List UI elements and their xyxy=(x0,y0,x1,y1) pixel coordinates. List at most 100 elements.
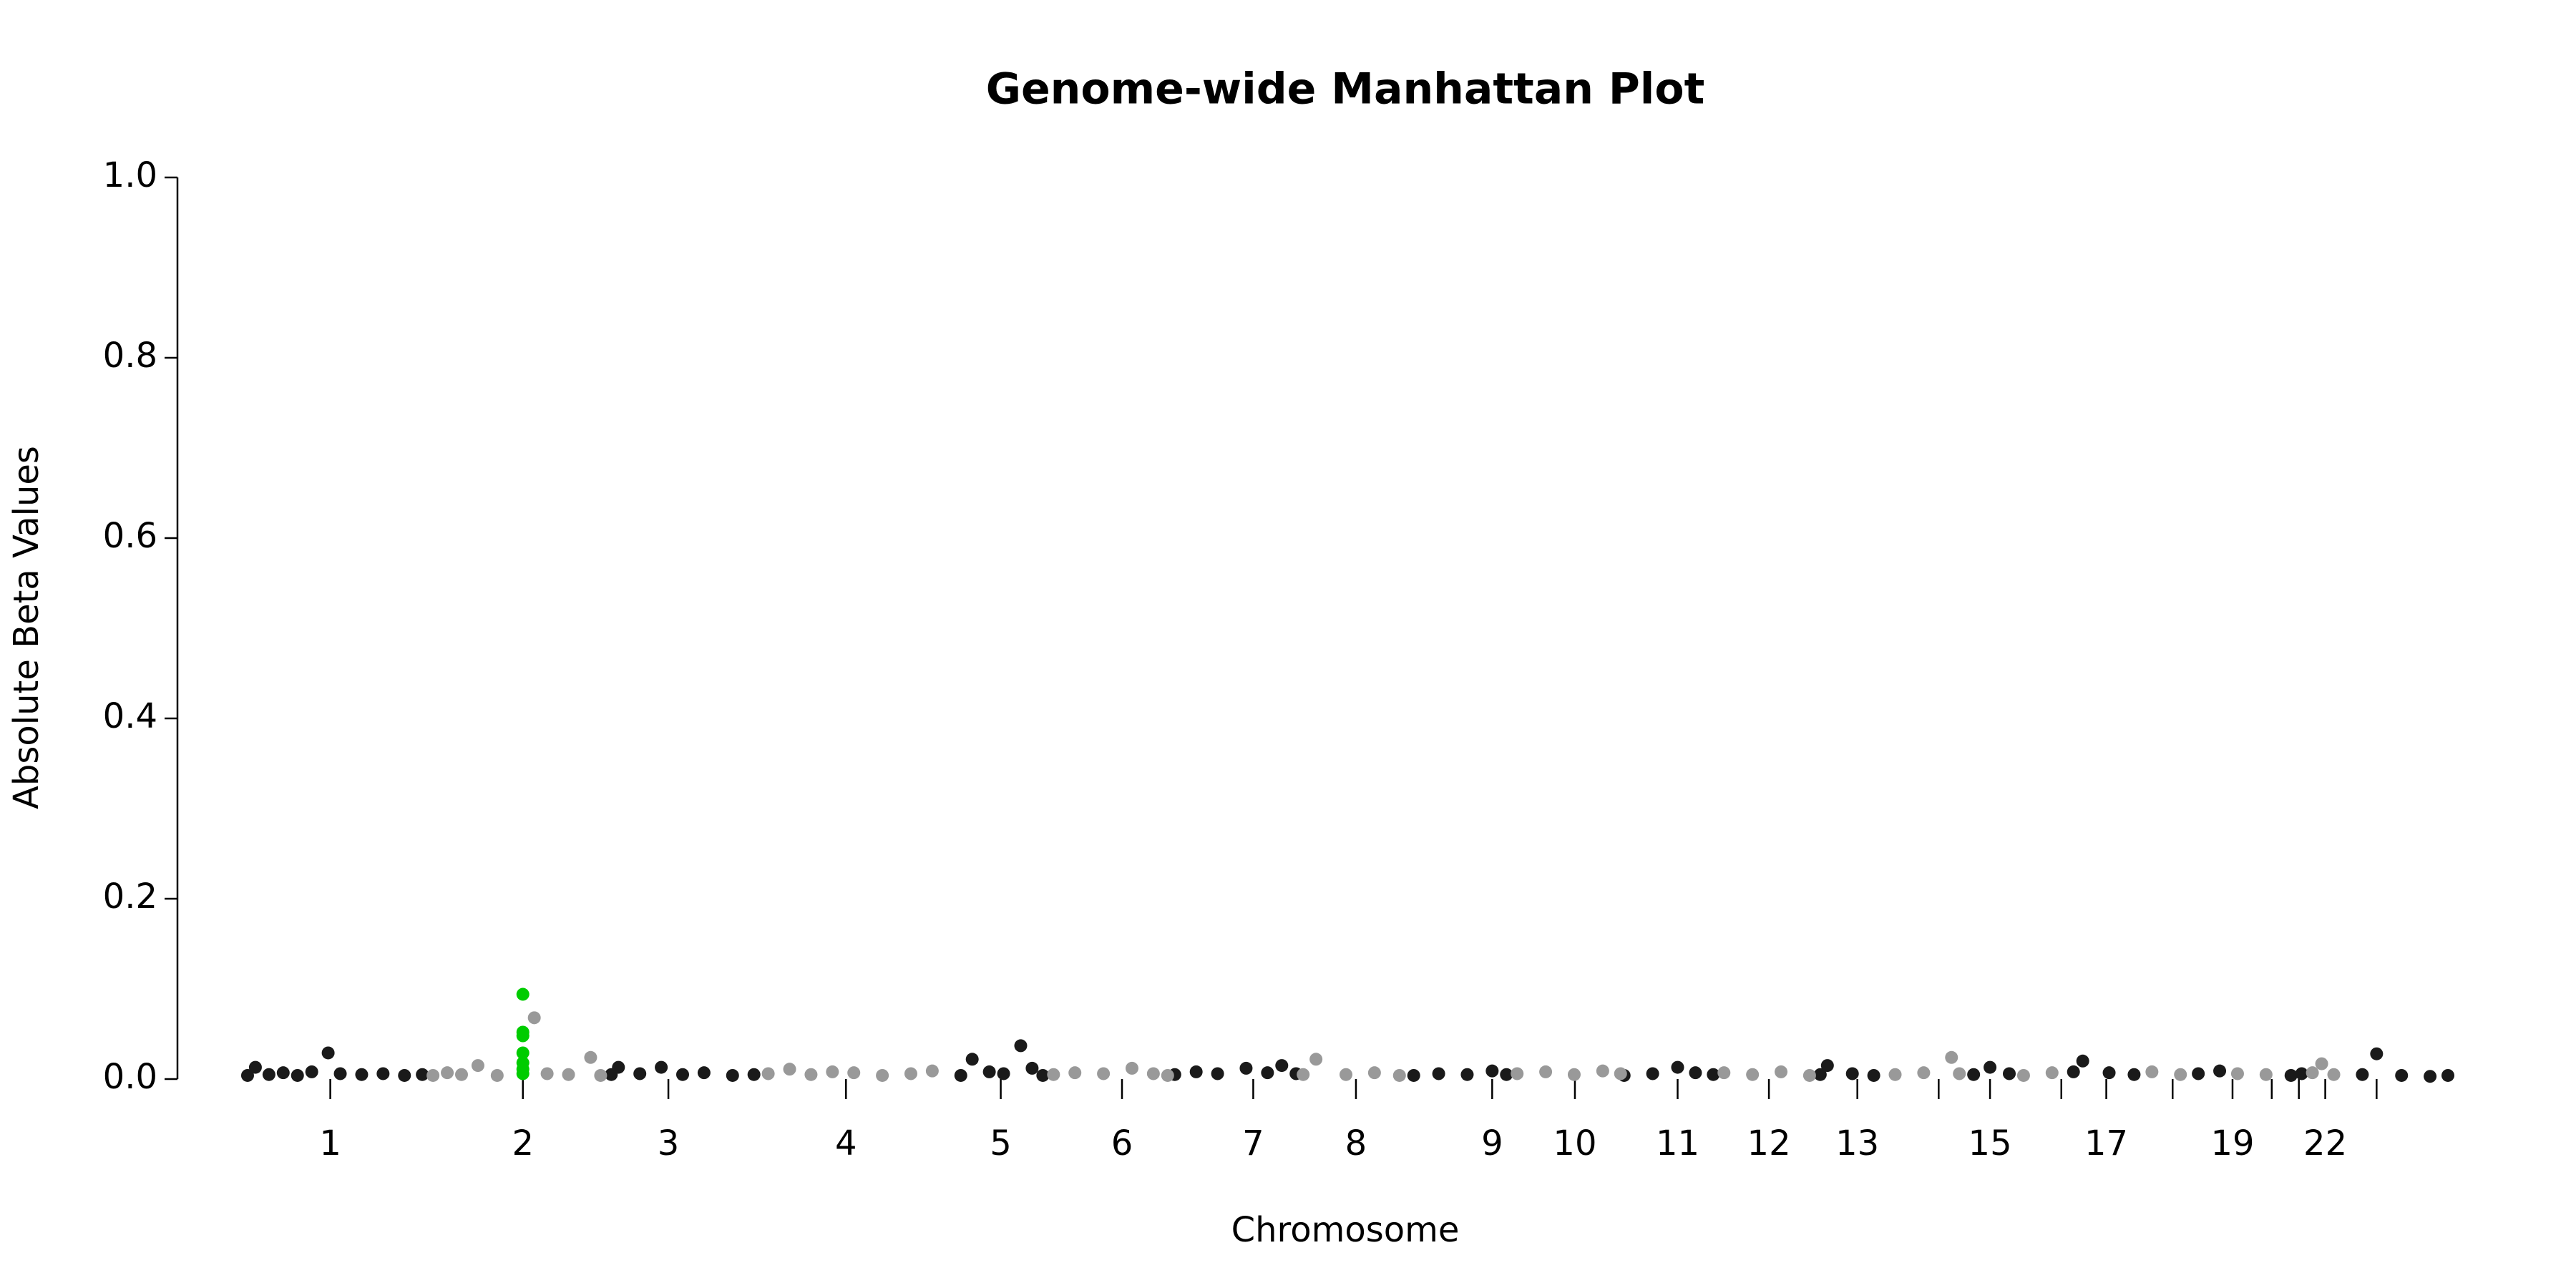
point xyxy=(426,1068,440,1082)
x-tick-label: 5 xyxy=(990,1123,1012,1163)
x-tick-label: 9 xyxy=(1481,1123,1503,1163)
point xyxy=(398,1068,411,1082)
point xyxy=(527,1011,541,1025)
point xyxy=(2315,1057,2328,1070)
point xyxy=(276,1066,290,1080)
y-tick-label: 0.0 xyxy=(103,1057,157,1097)
x-tick-label: 8 xyxy=(1345,1123,1367,1163)
point xyxy=(783,1063,796,1076)
point xyxy=(804,1068,818,1081)
point xyxy=(1775,1065,1788,1078)
point xyxy=(416,1068,429,1081)
point xyxy=(1161,1068,1174,1082)
point xyxy=(516,1046,530,1060)
point xyxy=(305,1065,318,1078)
x-tick-label: 15 xyxy=(1968,1123,2012,1163)
point xyxy=(1671,1060,1684,1074)
x-tick-label: 2 xyxy=(512,1123,534,1163)
point xyxy=(2441,1068,2455,1082)
point xyxy=(633,1067,647,1080)
point xyxy=(1047,1068,1060,1081)
point xyxy=(2284,1068,2298,1082)
point xyxy=(333,1067,347,1080)
chart-title: Genome-wide Manhattan Plot xyxy=(986,64,1705,114)
point xyxy=(1211,1067,1224,1080)
point xyxy=(965,1053,979,1066)
point xyxy=(826,1065,839,1078)
point xyxy=(747,1068,761,1081)
point xyxy=(540,1067,554,1080)
point xyxy=(2306,1066,2319,1080)
x-tick-label: 6 xyxy=(1111,1123,1133,1163)
point xyxy=(291,1068,304,1082)
point xyxy=(376,1067,390,1080)
point xyxy=(471,1059,484,1073)
point xyxy=(1340,1068,1352,1081)
x-tick-label: 22 xyxy=(2303,1123,2347,1163)
point xyxy=(1984,1060,1997,1074)
point xyxy=(2145,1065,2159,1078)
x-tick-label: 17 xyxy=(2084,1123,2128,1163)
point xyxy=(2003,1067,2016,1080)
point xyxy=(1717,1066,1731,1080)
point xyxy=(1888,1068,1902,1081)
x-tick-label: 3 xyxy=(658,1123,680,1163)
point xyxy=(1485,1064,1499,1078)
point xyxy=(516,987,530,1001)
point xyxy=(1539,1065,1553,1078)
point xyxy=(455,1068,468,1081)
x-tick-label: 7 xyxy=(1242,1123,1264,1163)
point xyxy=(2192,1067,2205,1080)
point xyxy=(1309,1053,1323,1066)
point xyxy=(1689,1066,1702,1080)
point xyxy=(248,1060,262,1074)
y-tick-label: 1.0 xyxy=(103,155,157,195)
point xyxy=(1511,1067,1524,1080)
x-tick-label: 11 xyxy=(1656,1123,1699,1163)
point xyxy=(2295,1067,2308,1080)
y-tick-label: 0.8 xyxy=(103,336,157,376)
point xyxy=(1097,1067,1111,1080)
point xyxy=(2045,1066,2059,1080)
x-tick-label: 13 xyxy=(1835,1123,1879,1163)
point xyxy=(1407,1068,1420,1082)
point xyxy=(1500,1068,1513,1081)
point xyxy=(997,1067,1010,1080)
point xyxy=(761,1067,775,1080)
point xyxy=(1567,1068,1581,1081)
point xyxy=(982,1065,996,1078)
point xyxy=(562,1068,575,1081)
y-tick-label: 0.2 xyxy=(103,877,157,917)
point xyxy=(1820,1059,1834,1073)
point xyxy=(1867,1068,1880,1082)
point xyxy=(262,1068,275,1081)
point xyxy=(726,1068,739,1082)
point xyxy=(1297,1068,1310,1081)
point xyxy=(2259,1068,2273,1081)
x-tick-label: 19 xyxy=(2210,1123,2254,1163)
point xyxy=(321,1046,335,1060)
x-tick-label: 10 xyxy=(1553,1123,1596,1163)
point xyxy=(2356,1068,2369,1081)
y-axis-label: Absolute Beta Values xyxy=(6,446,47,809)
point xyxy=(1432,1067,1445,1080)
point xyxy=(954,1068,967,1082)
point xyxy=(1746,1068,1760,1081)
point xyxy=(1596,1064,1609,1078)
point xyxy=(676,1068,689,1081)
point xyxy=(1068,1066,1082,1080)
y-tick-label: 0.4 xyxy=(103,696,157,736)
point xyxy=(1275,1059,1289,1073)
point xyxy=(925,1064,939,1078)
point xyxy=(490,1068,504,1082)
y-tick-label: 0.6 xyxy=(103,516,157,556)
point xyxy=(1014,1039,1028,1053)
point xyxy=(847,1066,861,1080)
point xyxy=(1125,1061,1138,1075)
point xyxy=(516,1067,530,1080)
point xyxy=(1189,1065,1203,1078)
point xyxy=(2076,1054,2089,1068)
point xyxy=(1707,1068,1720,1081)
point xyxy=(355,1068,369,1081)
